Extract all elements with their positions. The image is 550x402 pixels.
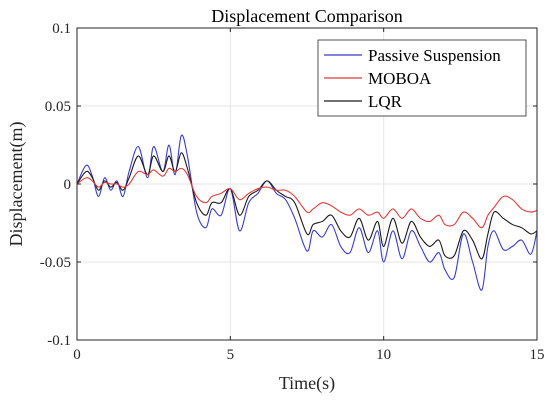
y-tick-label: 0 [64,177,72,193]
legend: Passive Suspension MOBOA LQR [317,39,527,117]
y-tick-label: -0.05 [40,255,71,271]
axis-ticks: 0 5 10 15 -0.1 -0.05 0 0.05 0.1 [40,21,545,363]
legend-label-moboa: MOBOA [368,69,432,88]
x-tick-label: 10 [376,347,391,363]
x-axis-label: Time(s) [279,373,335,394]
chart-title: Displacement Comparison [211,6,402,26]
plot-frame [76,27,538,341]
y-axis-label: Displacement(m) [6,122,27,247]
y-tick-label: -0.1 [47,333,71,349]
series-line-lqr [76,152,538,260]
series-group [76,134,538,291]
x-tick-label: 0 [73,347,81,363]
x-tick-label: 5 [227,347,235,363]
series-line-passive-suspension [76,134,538,291]
legend-label-passive-suspension: Passive Suspension [368,46,501,65]
legend-label-lqr: LQR [368,92,403,111]
y-tick-label: 0.1 [52,21,71,37]
series-line-moboa [76,167,538,229]
x-tick-label: 15 [530,347,545,363]
y-tick-label: 0.05 [45,99,71,115]
